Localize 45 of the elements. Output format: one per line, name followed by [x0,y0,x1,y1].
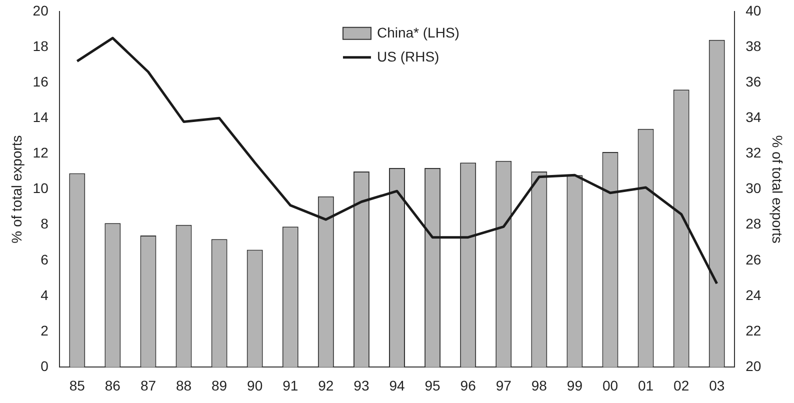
y2-tick-label: 34 [746,109,762,125]
y-tick-label: 4 [40,286,49,303]
x-tick-label: 94 [389,377,405,394]
x-tick-label: 92 [318,377,334,394]
y-tick-label: 12 [32,144,49,161]
y2-tick-label: 22 [746,322,762,338]
y2-tick-label: 26 [746,251,762,268]
y-tick-label: 16 [32,73,49,90]
y2-tick-label: 38 [746,38,762,54]
y-tick-label: 14 [32,109,49,125]
x-tick-label: 96 [460,377,476,394]
y-tick-label: 10 [32,180,49,196]
x-tick-label: 88 [176,377,192,394]
y-tick-label: 8 [40,216,49,232]
x-tick-label: 95 [424,377,441,394]
x-tick-label: 86 [104,377,121,394]
x-tick-label: 97 [496,377,512,394]
y-axis-title: % of total exports [8,135,24,244]
x-tick-label: 02 [674,377,690,394]
y-tick-label: 0 [40,358,49,374]
y2-tick-label: 20 [746,358,762,374]
y2-tick-label: 32 [746,144,762,161]
y-tick-label: 18 [32,38,49,54]
x-tick-label: 03 [709,377,725,394]
x-tick-label: 93 [354,377,370,394]
y2-tick-label: 36 [746,73,762,90]
y-tick-label: 6 [40,251,49,268]
x-tick-label: 00 [602,377,618,394]
y2-axis-title: % of total exports [770,135,786,244]
x-tick-label: 89 [212,377,228,394]
y-tick-label: 2 [40,322,49,338]
y2-tick-label: 24 [746,286,762,303]
x-tick-label: 87 [140,377,156,394]
y-tick-label: 20 [32,2,49,18]
legend-label: US (RHS) [376,48,440,64]
y2-tick-label: 40 [746,2,762,18]
x-tick-label: 98 [531,377,548,394]
y2-tick-label: 28 [746,216,762,232]
x-tick-label: 85 [69,377,86,394]
x-tick-label: 01 [638,377,654,394]
legend-label: China* (LHS) [376,24,460,40]
x-tick-label: 91 [282,377,298,394]
y2-tick-label: 30 [746,180,762,196]
x-tick-label: 90 [247,377,263,394]
x-tick-label: 99 [566,377,583,394]
